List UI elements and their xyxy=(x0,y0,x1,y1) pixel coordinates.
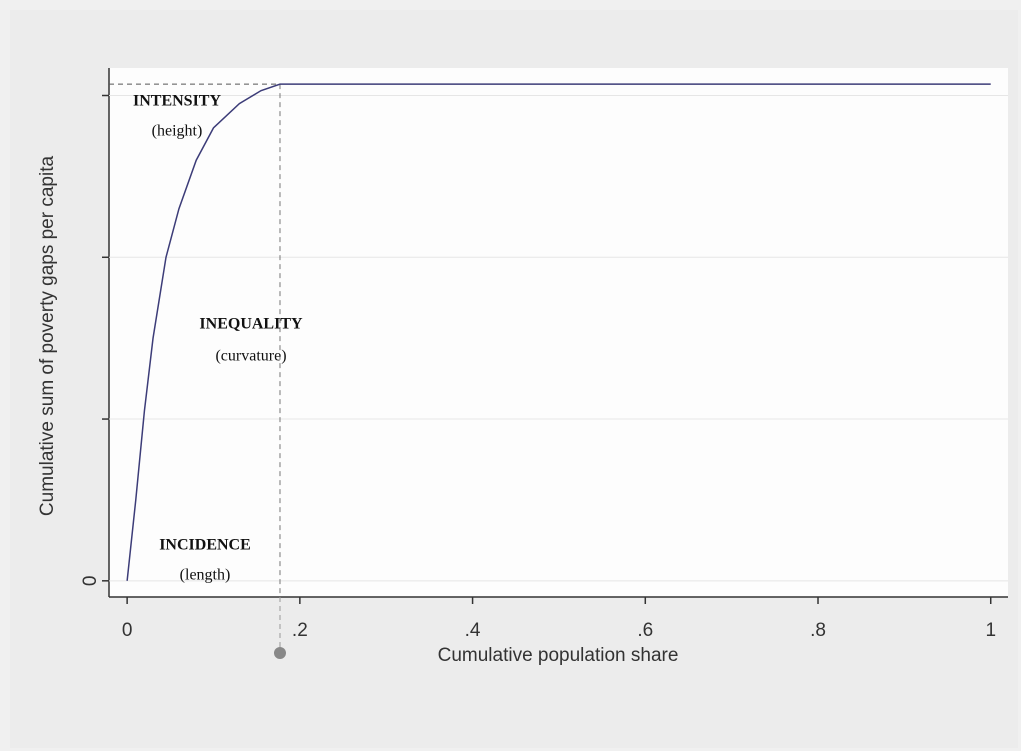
x-tick-label: 1 xyxy=(985,620,996,641)
annotation: INCIDENCE xyxy=(159,537,251,554)
annotation: INEQUALITY xyxy=(199,316,303,333)
x-tick-label: .6 xyxy=(637,620,653,641)
annotation: (curvature) xyxy=(215,348,286,365)
x-tick-label: .8 xyxy=(810,620,826,641)
x-tick-label: 0 xyxy=(122,620,133,641)
line xyxy=(126,83,991,581)
y-axis-title: Cumulative sum of poverty gaps per capit… xyxy=(37,156,58,517)
threshold-marker xyxy=(273,647,286,659)
plot-area xyxy=(109,68,1008,597)
annotation: (length) xyxy=(180,567,231,584)
x-tick-label: .2 xyxy=(292,620,308,641)
annotation: (height) xyxy=(152,123,203,140)
annotation: INTENSITY xyxy=(133,93,221,110)
y-tick-label: 0 xyxy=(80,576,101,587)
x-axis-title: Cumulative population share xyxy=(438,645,679,666)
x-tick-label: .4 xyxy=(465,620,481,641)
